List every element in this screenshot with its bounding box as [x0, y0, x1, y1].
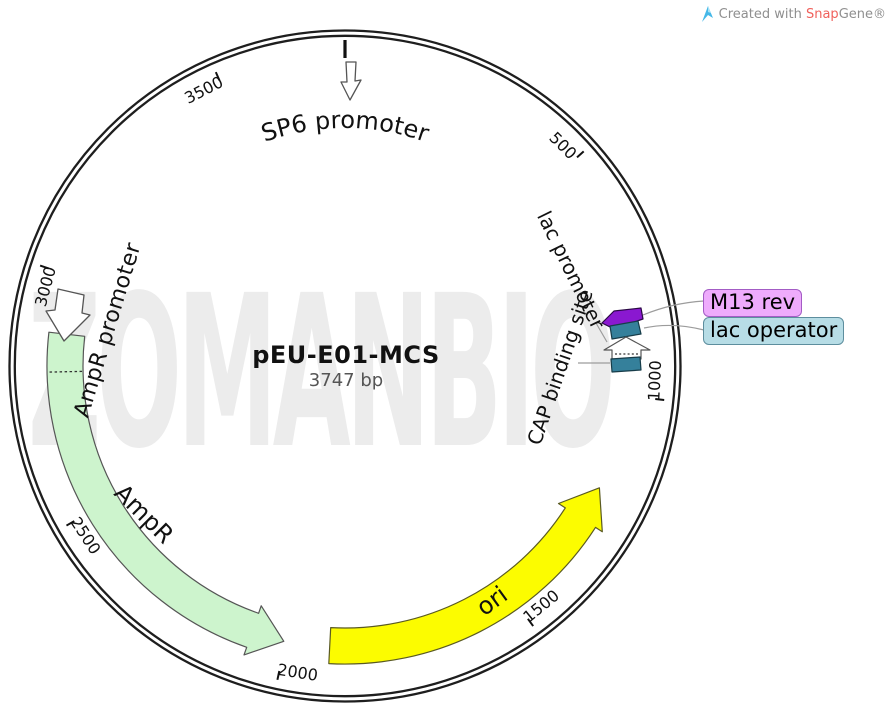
tick-label-3500: 3500: [181, 72, 226, 107]
callout-lac-operator: lac operator: [703, 317, 845, 345]
feature-lac-operator-box: [609, 320, 642, 340]
tick-2500: [65, 520, 75, 527]
label-sp6-promoter: SP6 promoter: [258, 106, 433, 148]
tick-3500: [214, 71, 221, 81]
tick-1500: [527, 618, 534, 627]
ampr-promoter-arrow: [45, 288, 91, 342]
watermark: ZOMANBIO: [28, 250, 616, 495]
callout-m13-rev: M13 rev: [703, 289, 803, 317]
leader-line-0: [642, 300, 705, 316]
tick-1000: [655, 398, 665, 401]
feature-lac-promoter-arrow: [603, 336, 651, 360]
snapgene-credit: Created with SnapGene®: [701, 6, 886, 23]
credit-text: Created with SnapGene®: [718, 7, 886, 22]
backbone-inner-ring: [13, 34, 677, 698]
tick-label-500: 500: [545, 128, 580, 163]
tick-3000: [39, 264, 49, 270]
label-ampr-promoter: AmpR promoter: [70, 239, 147, 420]
plasmid-name: pEU-E01-MCS: [252, 341, 440, 369]
feature-cap-binding-site-box: [610, 356, 642, 373]
feature-ampr: [46, 331, 285, 656]
tick-2000: [276, 670, 281, 681]
leader-line-extra-1: [595, 322, 608, 343]
plasmid-size: 3747 bp: [308, 370, 384, 391]
snapgene-logo-icon: [701, 6, 713, 22]
tick-label-2000: 2000: [276, 660, 319, 685]
feature-ori: [328, 487, 603, 665]
feature-ampr-divider: [48, 370, 83, 373]
backbone-outer-ring: [8, 29, 682, 703]
tick-label-1000: 1000: [644, 360, 665, 402]
sp6-promoter-arrow: [340, 61, 362, 101]
label-cap-binding-site: CAP binding site: [522, 286, 598, 448]
leader-line-1: [643, 324, 705, 331]
plasmid-title-block: pEU-E01-MCS 3747 bp: [196, 341, 496, 391]
tick-500: [576, 150, 585, 159]
